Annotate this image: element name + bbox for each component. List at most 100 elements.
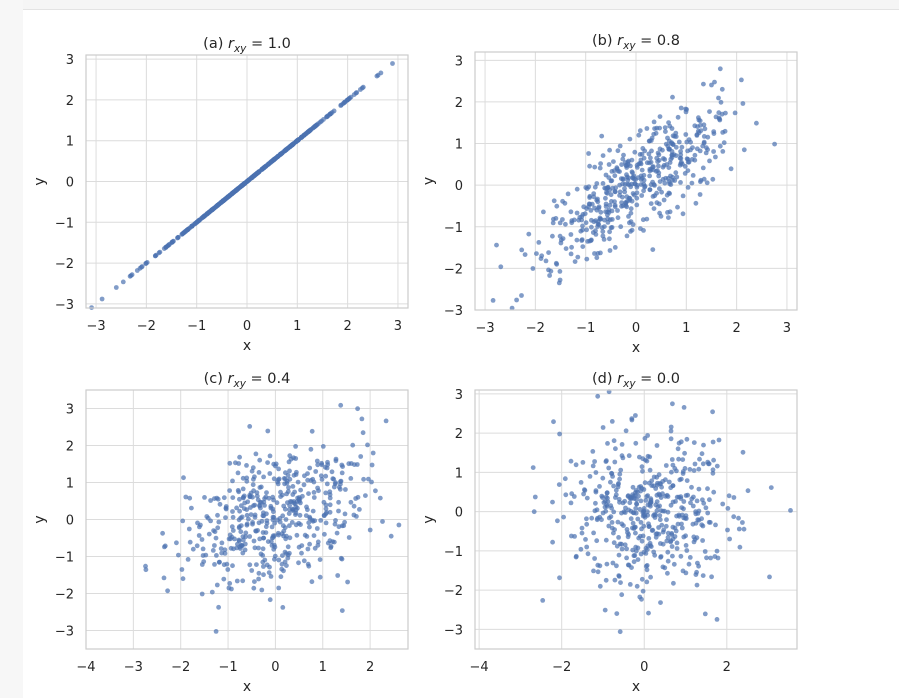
data-point	[611, 509, 617, 515]
data-point	[312, 518, 318, 524]
data-point	[687, 555, 693, 560]
data-point	[292, 501, 298, 507]
data-point	[694, 133, 700, 138]
data-point	[602, 607, 608, 613]
data-point	[593, 489, 599, 495]
data-point	[548, 268, 554, 274]
data-point	[701, 122, 707, 128]
x-axis-label: x	[243, 679, 251, 695]
data-point	[615, 215, 621, 221]
data-point	[272, 544, 278, 550]
data-point	[295, 505, 300, 511]
data-point	[229, 524, 235, 530]
data-point	[373, 488, 378, 494]
data-point	[623, 428, 629, 434]
data-point	[271, 476, 277, 482]
data-point	[340, 101, 346, 107]
data-point	[280, 492, 285, 498]
data-point	[692, 152, 698, 158]
data-point	[609, 419, 615, 424]
data-point	[551, 419, 556, 425]
data-point	[629, 416, 635, 421]
data-point	[205, 515, 211, 521]
data-point	[600, 153, 606, 159]
data-point	[684, 156, 690, 162]
data-point	[585, 551, 591, 557]
x-tick-label: 1	[682, 321, 690, 336]
data-point	[306, 520, 312, 526]
data-point	[646, 151, 652, 157]
data-point	[569, 244, 574, 250]
data-point	[360, 430, 366, 436]
data-point	[609, 470, 614, 476]
data-point	[745, 488, 751, 494]
data-point	[579, 525, 585, 531]
data-point	[678, 494, 684, 500]
data-point	[633, 413, 638, 418]
data-point	[551, 198, 557, 204]
data-point	[275, 517, 280, 523]
data-point	[606, 162, 612, 167]
data-point	[185, 557, 191, 562]
data-point	[230, 478, 235, 484]
data-point	[557, 575, 562, 581]
data-point	[571, 217, 577, 223]
data-point	[666, 479, 672, 485]
data-point	[675, 114, 681, 120]
data-point	[213, 629, 219, 634]
data-point	[707, 109, 712, 114]
data-point	[611, 483, 616, 489]
data-point	[682, 164, 688, 169]
data-point	[181, 475, 186, 481]
data-point	[251, 476, 256, 482]
data-point	[354, 90, 360, 95]
data-point	[668, 502, 674, 508]
data-point	[699, 522, 705, 528]
data-point	[597, 583, 603, 589]
data-point	[166, 242, 172, 247]
data-point	[286, 485, 291, 490]
data-point	[331, 484, 337, 490]
data-point	[323, 473, 329, 479]
data-point	[663, 141, 669, 147]
data-point	[572, 259, 578, 264]
data-point	[396, 522, 402, 528]
cell-top-border	[23, 0, 899, 10]
data-point	[229, 586, 234, 592]
data-point	[310, 508, 316, 514]
data-point	[693, 511, 699, 517]
data-point	[550, 233, 555, 239]
subplot-d: −4 −2 0 2 −3 −2 −1 0 1 2 3 x y (d) rxy = 0.0	[421, 371, 798, 695]
data-point	[608, 479, 613, 485]
data-point	[213, 204, 219, 210]
data-point	[612, 527, 617, 532]
subplot-title: (a) rxy = 1.0	[203, 36, 291, 55]
data-point	[280, 513, 286, 519]
data-point	[341, 523, 347, 529]
data-point	[99, 296, 105, 302]
data-point	[294, 532, 300, 538]
data-point	[661, 163, 667, 168]
data-point	[608, 514, 614, 519]
data-point	[659, 189, 664, 195]
data-point	[633, 530, 638, 536]
data-point	[311, 495, 317, 500]
data-point	[662, 565, 668, 571]
data-point	[700, 165, 706, 171]
data-point	[736, 526, 742, 532]
data-point	[597, 514, 603, 520]
data-point	[666, 190, 672, 196]
data-point	[686, 561, 692, 567]
data-point	[633, 488, 639, 493]
data-point	[697, 192, 703, 197]
data-point	[588, 208, 594, 213]
data-point	[195, 520, 200, 526]
data-point	[306, 563, 312, 569]
data-point	[712, 554, 718, 559]
data-point	[346, 535, 352, 540]
data-point	[286, 511, 292, 516]
data-point	[720, 501, 726, 507]
data-point	[290, 507, 296, 512]
data-point	[224, 195, 230, 201]
data-point	[635, 516, 641, 522]
